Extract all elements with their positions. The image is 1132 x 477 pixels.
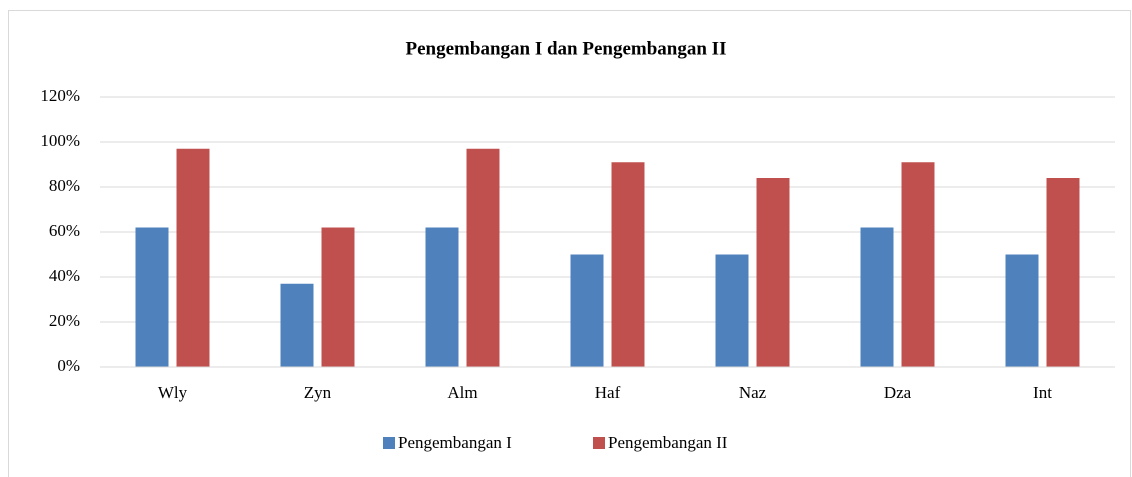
y-tick-label: 0% bbox=[57, 356, 80, 375]
bar bbox=[901, 162, 935, 367]
x-tick-label: Wly bbox=[158, 383, 188, 402]
bar bbox=[135, 227, 169, 367]
x-tick-label: Zyn bbox=[304, 383, 332, 402]
x-tick-label: Dza bbox=[884, 383, 912, 402]
bar bbox=[1005, 254, 1039, 367]
x-tick-label: Naz bbox=[739, 383, 767, 402]
bar bbox=[466, 148, 500, 367]
bar bbox=[425, 227, 459, 367]
y-tick-label: 60% bbox=[49, 221, 80, 240]
bar bbox=[756, 178, 790, 367]
y-tick-label: 120% bbox=[40, 86, 80, 105]
legend-swatch bbox=[383, 437, 395, 449]
y-tick-label: 20% bbox=[49, 311, 80, 330]
legend-label: Pengembangan I bbox=[398, 433, 512, 452]
y-tick-label: 80% bbox=[49, 176, 80, 195]
x-tick-label: Haf bbox=[595, 383, 621, 402]
x-tick-label: Alm bbox=[447, 383, 477, 402]
y-tick-label: 40% bbox=[49, 266, 80, 285]
bar bbox=[860, 227, 894, 367]
legend-label: Pengembangan II bbox=[608, 433, 728, 452]
bar bbox=[280, 283, 314, 367]
bar bbox=[715, 254, 749, 367]
bar bbox=[176, 148, 210, 367]
bar bbox=[1046, 178, 1080, 367]
bar bbox=[321, 227, 355, 367]
legend-swatch bbox=[593, 437, 605, 449]
y-tick-label: 100% bbox=[40, 131, 80, 150]
bar bbox=[611, 162, 645, 367]
x-tick-label: Int bbox=[1033, 383, 1052, 402]
bar bbox=[570, 254, 604, 367]
chart-title: Pengembangan I dan Pengembangan II bbox=[406, 38, 727, 59]
